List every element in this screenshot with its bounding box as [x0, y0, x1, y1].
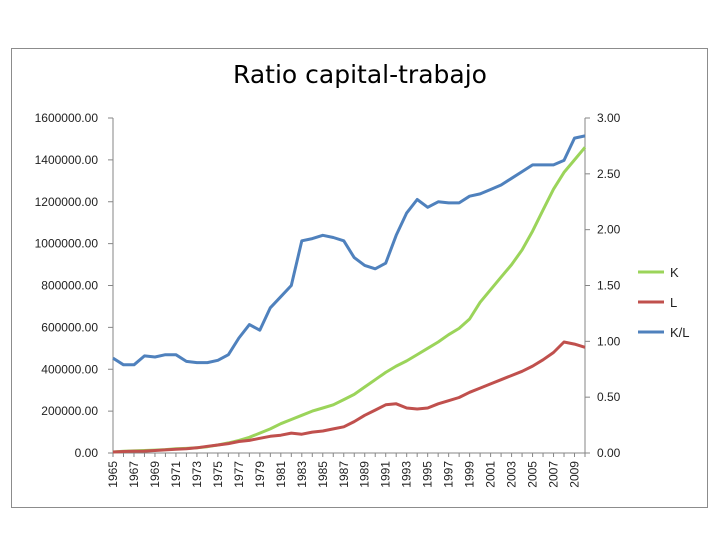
x-tick-label: 1979 [253, 461, 267, 488]
legend-label: K/L [670, 325, 690, 340]
y-left-tick-label: 1400000.00 [35, 153, 99, 167]
x-tick-label: 2007 [547, 461, 561, 488]
legend-label: K [670, 265, 679, 280]
x-tick-label: 1991 [379, 461, 393, 488]
x-tick-label: 1977 [232, 461, 246, 488]
x-tick-label: 1981 [274, 461, 288, 488]
x-tick-label: 1999 [463, 461, 477, 488]
y-right-tick-label: 1.00 [597, 334, 621, 348]
y-right-tick-label: 2.00 [597, 223, 621, 237]
y-left-tick-label: 1600000.00 [35, 111, 99, 125]
x-tick-label: 1993 [400, 461, 414, 488]
y-right-tick-label: 0.50 [597, 390, 621, 404]
y-left-tick-label: 400000.00 [41, 362, 98, 376]
x-tick-label: 1983 [295, 461, 309, 488]
y-left-tick-label: 0.00 [75, 446, 99, 460]
y-left-tick-label: 1200000.00 [35, 195, 99, 209]
x-tick-label: 1969 [148, 461, 162, 488]
y-left-tick-label: 200000.00 [41, 404, 98, 418]
chart-title: Ratio capital-trabajo [233, 60, 487, 89]
x-tick-label: 1975 [211, 461, 225, 488]
series-line-k [112, 146, 587, 454]
chart-series [112, 134, 587, 454]
y-left-tick-label: 1000000.00 [35, 237, 99, 251]
x-tick-label: 1987 [337, 461, 351, 488]
chart-axes: 0.00 200000.00 400000.00 600000.00 800000.00… [35, 111, 621, 488]
x-tick-label: 1995 [421, 461, 435, 488]
x-tick-label: 2003 [505, 461, 519, 488]
chart-frame [11, 48, 708, 508]
x-tick-label: 2005 [526, 461, 540, 488]
x-tick-label: 1973 [190, 461, 204, 488]
series-line-l [112, 340, 586, 454]
x-tick-label: 2001 [484, 461, 498, 488]
x-tick-label: 1989 [358, 461, 372, 488]
y-left-tick-label: 800000.00 [41, 279, 98, 293]
x-tick-label: 1997 [442, 461, 456, 488]
y-right-tick-label: 3.00 [597, 111, 621, 125]
x-tick-label: 1965 [106, 461, 120, 488]
y-left-tick-label: 600000.00 [41, 320, 98, 334]
series-line-k-l [112, 134, 586, 367]
x-tick-label: 1971 [169, 461, 183, 488]
x-tick-label: 1985 [316, 461, 330, 488]
legend-label: L [670, 295, 677, 310]
x-tick-label: 1967 [127, 461, 141, 488]
y-right-tick-label: 1.50 [597, 279, 621, 293]
x-tick-label: 2009 [568, 461, 582, 488]
chart-legend: KL K/L [638, 265, 690, 340]
y-right-tick-label: 2.50 [597, 167, 621, 181]
y-right-tick-label: 0.00 [597, 446, 621, 460]
